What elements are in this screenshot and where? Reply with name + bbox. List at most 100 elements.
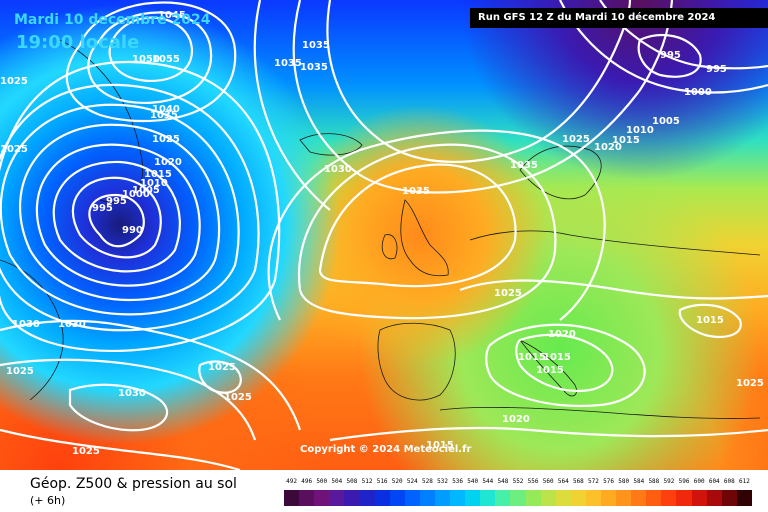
color-scale-tick: 516 (376, 478, 388, 485)
isobar-1045 (65, 1, 237, 123)
color-scale-tick: 496 (301, 478, 313, 485)
color-scale-tick: 612 (739, 478, 750, 485)
label-1050: 1050 (132, 54, 160, 65)
label-1045-a: 1045 (158, 10, 186, 21)
italy-coast (519, 339, 577, 397)
isobar-1025-azores (198, 360, 242, 394)
label-1020-c: 1020 (548, 329, 576, 340)
continental-coast-north (469, 230, 761, 256)
color-scale-swatch (510, 490, 526, 506)
isobar-1025-atlantic (0, 358, 257, 441)
legend-bar: Géop. Z500 & pression au sol (+ 6h) 492 4… (0, 470, 768, 512)
copyright-notice: Copyright © 2024 Meteociel.fr (300, 444, 472, 455)
label-1020-b: 1020 (594, 142, 622, 153)
isobar-1015-east (678, 303, 742, 338)
label-1015-g: 1015 (426, 440, 454, 451)
color-scale-tick: 524 (406, 478, 418, 485)
greenland-coast (59, 39, 143, 203)
color-scale-swatch (299, 490, 315, 506)
isobar-1025-europe (267, 129, 606, 321)
isobar-1025-north (253, 0, 331, 211)
color-scale: 492 496 500 504 508 512 516 520 524 528 532 536 540 5… (284, 478, 752, 508)
label-995-b: 995 (92, 203, 113, 214)
color-scale-tick: 512 (361, 478, 373, 485)
isobar-995-ne (637, 33, 702, 78)
color-scale-swatch (419, 490, 435, 506)
color-scale-swatch (616, 490, 632, 506)
label-1015-f: 1015 (696, 315, 724, 326)
label-1025-j: 1025 (736, 378, 764, 389)
color-scale-tick: 544 (482, 478, 494, 485)
color-scale-tick: 584 (633, 478, 645, 485)
color-scale-tick: 600 (693, 478, 705, 485)
color-scale-tick: 536 (452, 478, 464, 485)
color-scale-tick: 520 (391, 478, 403, 485)
label-995-d: 995 (706, 64, 727, 75)
label-1025-c: 1025 (152, 134, 180, 145)
color-scale-swatch (389, 490, 405, 506)
isobar-1020-south (329, 426, 768, 442)
label-1005-a: 1005 (132, 185, 160, 196)
isobar-1005 (35, 143, 201, 287)
label-1035-b: 1035 (274, 58, 302, 69)
isobars (0, 0, 768, 470)
weather-map: 1045 1050 1055 1035 1035 1035 1035 1035 … (0, 0, 768, 470)
ireland-coast (381, 234, 398, 260)
isobar-1055 (108, 16, 193, 83)
color-scale-swatch (525, 490, 541, 506)
color-scale-swatch (314, 490, 330, 506)
color-scale-tick: 572 (588, 478, 599, 485)
label-1040: 1040 (152, 104, 180, 115)
label-1015-a: 1015 (144, 169, 172, 180)
isobar-1050 (87, 11, 213, 104)
color-scale-tick: 564 (557, 478, 569, 485)
label-1025-f: 1025 (6, 366, 34, 377)
isobar-995 (71, 176, 162, 259)
isobar-labels: 1045 1050 1055 1035 1035 1035 1035 1035 … (0, 10, 764, 457)
color-scale-swatch (570, 490, 586, 506)
label-1035-c: 1035 (300, 62, 328, 73)
scandinavia-coast (519, 145, 602, 200)
color-scale-swatch (600, 490, 617, 506)
label-1010-b: 1010 (626, 125, 654, 136)
color-scale-tick: 568 (572, 478, 584, 485)
label-1025-g: 1025 (208, 362, 236, 373)
color-scale-tick: 608 (723, 478, 735, 485)
label-1020-a: 1020 (154, 157, 182, 168)
color-scale-tick: 588 (648, 478, 660, 485)
color-scale-tick: 604 (708, 478, 720, 485)
color-scale-swatch (736, 490, 752, 506)
color-scale-swatch (450, 490, 466, 506)
label-990: 990 (122, 225, 143, 236)
isobar-1005-ne (559, 0, 768, 94)
label-1025-i: 1025 (72, 446, 100, 457)
color-scale-swatch (555, 490, 571, 506)
color-scale-swatch (676, 490, 692, 506)
map-time: 19:00 locale (16, 32, 140, 53)
isobar-1000 (52, 160, 181, 273)
color-scale-tick: 532 (437, 478, 448, 485)
great-britain-coast (400, 199, 449, 277)
color-scale-swatch (646, 490, 662, 506)
color-scale-tick: 508 (346, 478, 358, 485)
north-africa-coast (439, 406, 761, 419)
map-date: Mardi 10 decembre 2024 (14, 12, 211, 28)
color-scale-swatches (284, 490, 752, 506)
color-scale-swatch (631, 490, 647, 506)
color-scale-tick: 528 (421, 478, 433, 485)
isobar-1030-azores (68, 383, 168, 432)
label-1000-a: 1000 (122, 189, 150, 200)
label-1030-d: 1030 (118, 388, 146, 399)
color-scale-tick: 504 (331, 478, 343, 485)
color-scale-swatch (284, 490, 300, 506)
color-scale-swatch (495, 490, 511, 506)
label-1025-h: 1025 (224, 392, 252, 403)
color-scale-swatch (691, 490, 707, 506)
color-scale-tick: 492 (286, 478, 297, 485)
color-scale-tick: 556 (527, 478, 539, 485)
isobar-1030-britain (297, 143, 557, 320)
label-1005-b: 1005 (652, 116, 680, 127)
label-1010-a: 1010 (140, 178, 168, 189)
isobar-1025-east (459, 279, 768, 300)
color-scale-tick: 540 (467, 478, 479, 485)
